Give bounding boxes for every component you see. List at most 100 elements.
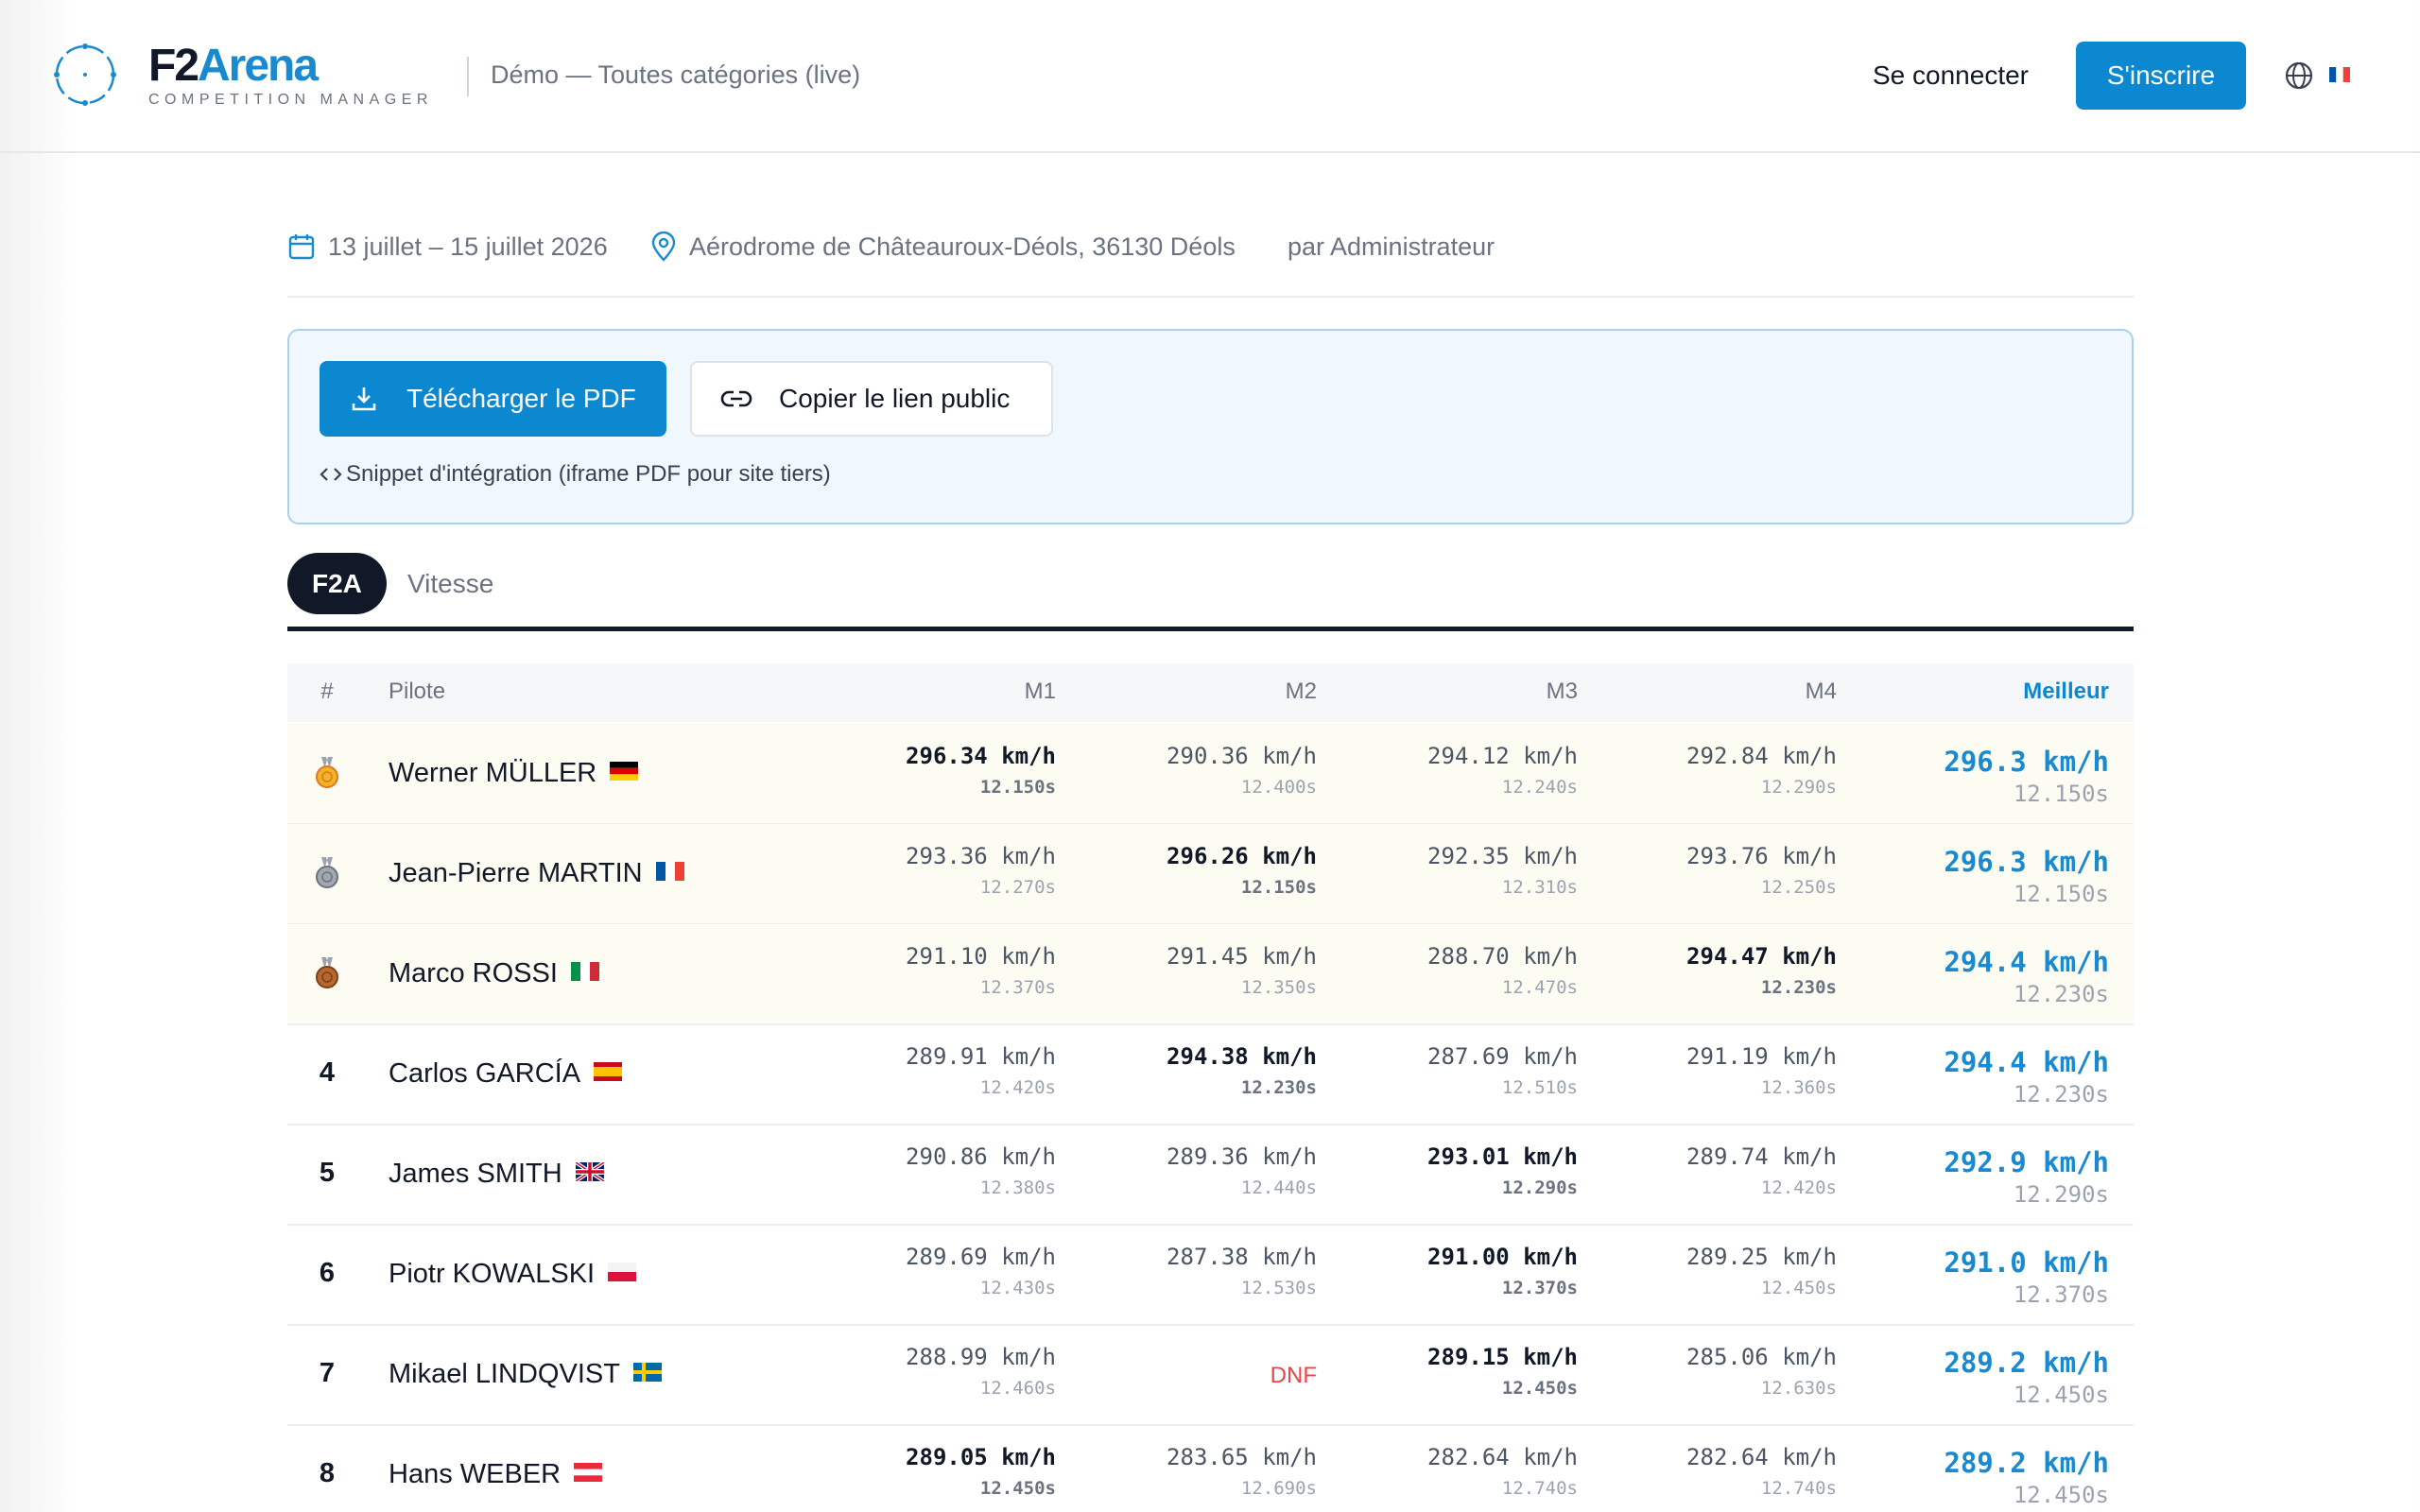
medal-icon [315,957,339,994]
run-time: 12.740s [1501,1478,1578,1499]
link-icon [720,390,752,407]
event-name: Démo — Toutes catégories (live) [491,60,861,89]
best-speed: 296.3 km/h [1944,846,2109,878]
pilot-name[interactable]: Mikael LINDQVIST [389,1358,662,1390]
calendar-icon [288,234,315,260]
country-flag [574,1458,603,1489]
rank: 4 [319,1057,336,1088]
location-icon [651,232,676,262]
best-time: 12.230s [2013,1081,2109,1108]
table-row [287,1325,2134,1426]
best-speed: 292.9 km/h [1944,1146,2109,1178]
rank: 5 [319,1158,336,1188]
code-icon [320,468,342,481]
run-speed: 288.70 km/h [1427,943,1578,970]
table-header [287,663,2134,722]
run-speed: 289.36 km/h [1167,1143,1317,1170]
run-speed: 292.84 km/h [1686,743,1837,769]
rank: 8 [319,1458,336,1488]
run-speed: 289.15 km/h [1427,1344,1578,1370]
medal-icon [315,857,339,894]
column-header[interactable]: M2 [1285,679,1317,704]
run-speed: 290.36 km/h [1167,743,1317,769]
language-icon[interactable] [2284,60,2314,91]
best-time: 12.450s [2013,1482,2109,1508]
run-time: 12.430s [979,1278,1056,1298]
pilot-name[interactable]: Marco ROSSI [389,957,599,989]
table-row [287,824,2134,925]
tab[interactable]: Vitesse [407,569,494,598]
run-time: 12.370s [1501,1278,1578,1298]
logo-icon [54,43,116,106]
best-time: 12.450s [2013,1382,2109,1408]
divider [467,57,469,96]
run-speed: 293.36 km/h [906,843,1056,869]
pilot-name[interactable]: Werner MÜLLER [389,757,639,789]
run-time: 12.530s [1240,1278,1317,1298]
pilot-name[interactable]: Jean-Pierre MARTIN [389,857,684,889]
country-flag [608,1258,637,1289]
run-speed: 293.76 km/h [1686,843,1837,869]
copy-link-button[interactable]: Copier le lien public [690,361,1053,437]
run-time: 12.310s [1501,877,1578,898]
run-speed: 291.45 km/h [1167,943,1317,970]
pilot-name[interactable]: Piotr KOWALSKI [389,1258,637,1290]
run-speed: 291.19 km/h [1686,1043,1837,1070]
share-panel [287,329,2134,524]
run-time: 12.240s [1501,777,1578,798]
pilot-name[interactable]: Hans WEBER [389,1458,603,1490]
country-flag [655,857,684,888]
column-header[interactable]: Meilleur [2023,679,2109,704]
run-speed: 287.69 km/h [1427,1043,1578,1070]
signup-button[interactable]: S'inscrire [2076,42,2246,110]
run-speed: 294.12 km/h [1427,743,1578,769]
best-speed: 291.0 km/h [1944,1246,2109,1279]
brand-tagline: COMPETITION MANAGER [148,92,433,108]
tab[interactable]: F2A [287,553,387,614]
column-header[interactable]: M1 [1024,679,1056,704]
run-speed: 282.64 km/h [1427,1444,1578,1470]
copy-link-label: Copier le lien public [779,384,1011,413]
run-time: 12.450s [1760,1278,1837,1298]
medal-icon [315,757,339,794]
run-time: 12.470s [1501,977,1578,998]
best-time: 12.290s [2013,1181,2109,1208]
run-speed: 291.00 km/h [1427,1244,1578,1270]
country-flag [594,1057,623,1089]
run-speed: 296.26 km/h [1167,843,1317,869]
best-speed: 289.2 km/h [1944,1447,2109,1479]
table-row [287,1225,2134,1326]
column-header[interactable]: M3 [1546,679,1578,704]
run-time: 12.350s [1240,977,1317,998]
brand-name: Arena [198,41,319,91]
column-header[interactable]: Pilote [389,679,446,704]
run-time: 12.150s [979,777,1056,798]
best-time: 12.150s [2013,881,2109,907]
run-speed: 293.01 km/h [1427,1143,1578,1170]
run-time: 12.630s [1760,1378,1837,1399]
embed-snippet-toggle[interactable]: Snippet d'intégration (iframe PDF pour s… [320,461,831,488]
run-time: 12.360s [1760,1077,1837,1098]
run-time: 12.230s [1240,1077,1317,1098]
brand[interactable]: F2Arena [148,41,319,91]
column-header[interactable]: M4 [1805,679,1837,704]
run-speed: 292.35 km/h [1427,843,1578,869]
language-flag[interactable] [2329,67,2350,82]
brand-prefix: F2 [148,41,199,91]
run-speed: 283.65 km/h [1167,1444,1317,1470]
login-link[interactable]: Se connecter [1873,60,2029,90]
run-time: 12.420s [979,1077,1056,1098]
run-time: 12.150s [1240,877,1317,898]
signup-label: S'inscrire [2106,60,2216,90]
run-speed: 294.38 km/h [1167,1043,1317,1070]
run-time: 12.450s [979,1478,1056,1499]
country-flag [632,1358,662,1389]
pilot-name[interactable]: Carlos GARCÍA [389,1057,623,1090]
run-time: 12.420s [1760,1177,1837,1198]
run-speed: 289.69 km/h [906,1244,1056,1270]
run-time: 12.380s [979,1177,1056,1198]
pilot-name[interactable]: James SMITH [389,1158,605,1190]
event-location: Aérodrome de Châteauroux-Déols, 36130 Dé… [689,232,1236,261]
download-pdf-button[interactable]: Télécharger le PDF [320,361,666,437]
